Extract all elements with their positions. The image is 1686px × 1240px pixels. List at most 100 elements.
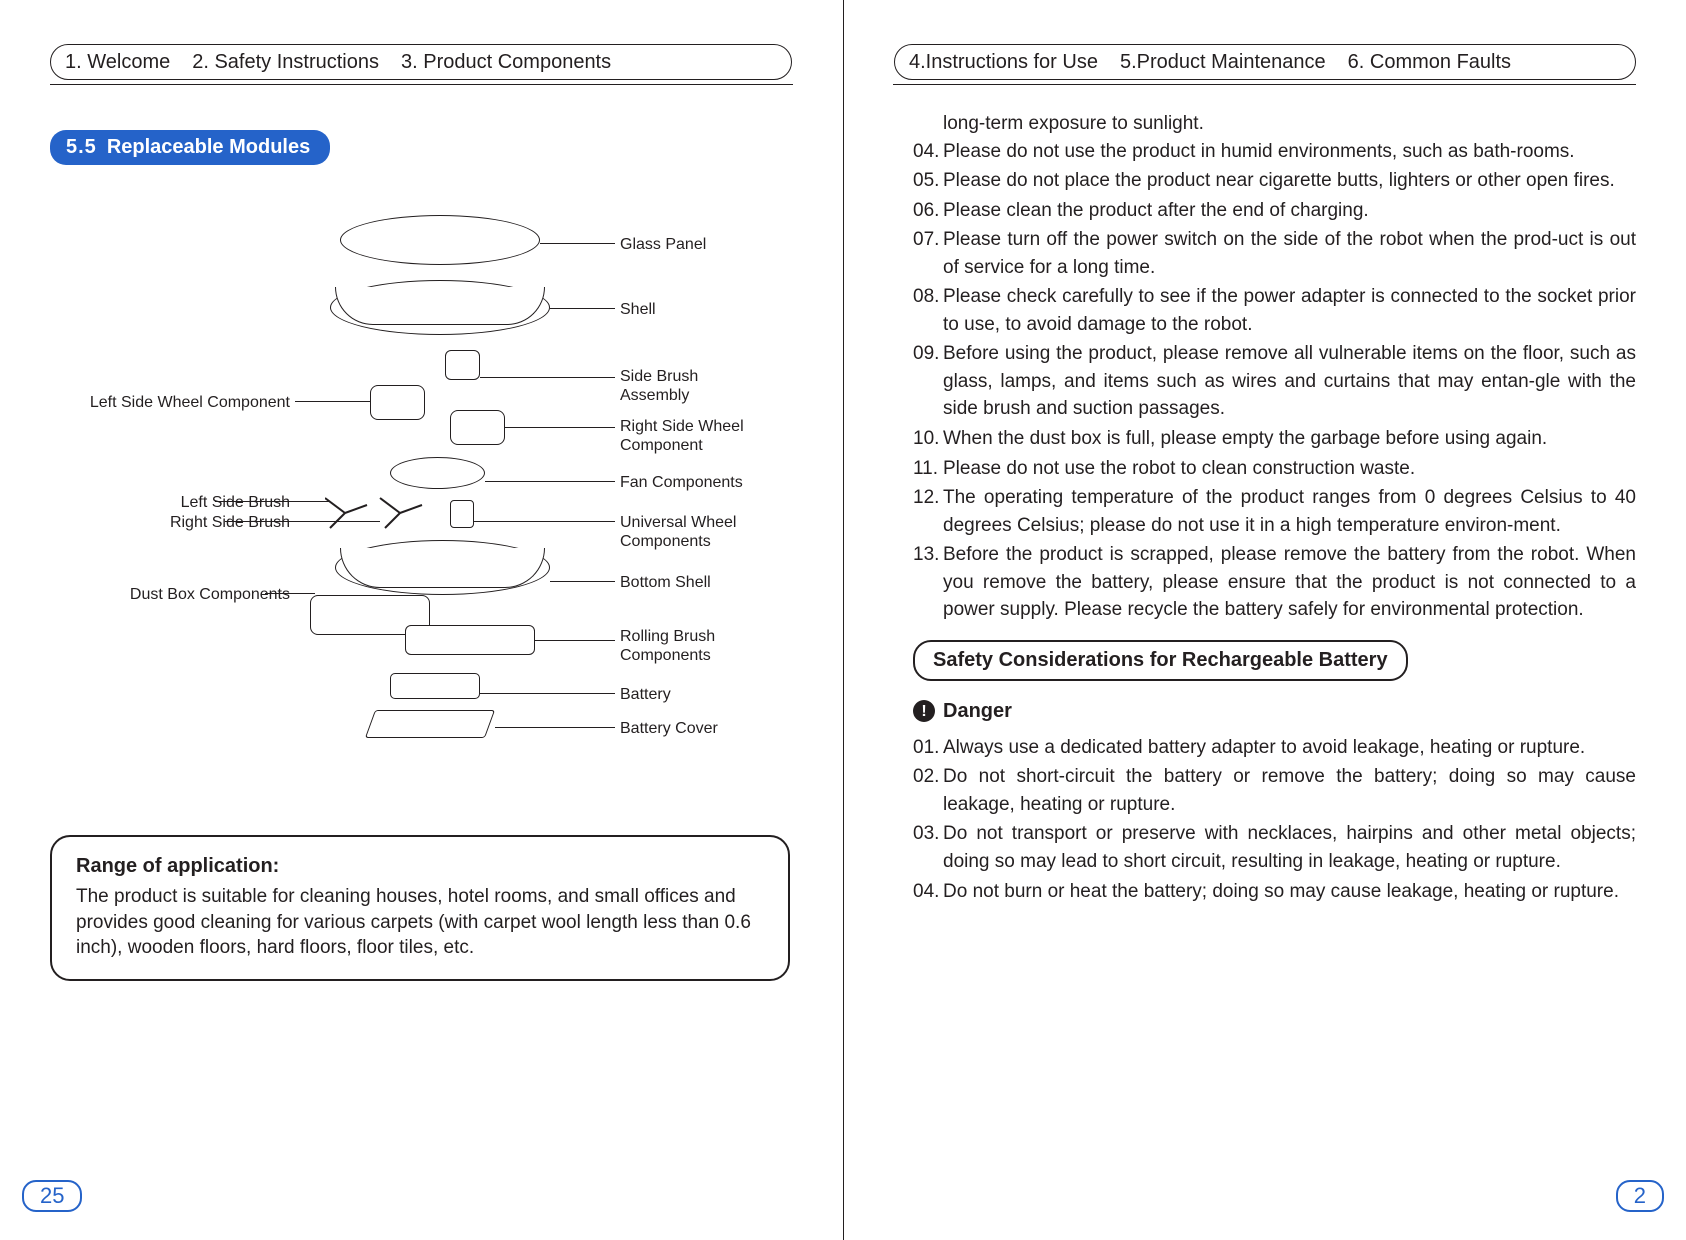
part-side-brushes <box>325 493 435 533</box>
list-item-body: Please do not use the robot to clean con… <box>943 455 1636 483</box>
danger-heading: ! Danger <box>913 697 1636 726</box>
list-item-number: 08. <box>913 283 943 338</box>
list-item-number: 05. <box>913 167 943 195</box>
leader <box>550 581 615 582</box>
list-item-body: Please turn off the power switch on the … <box>943 226 1636 281</box>
danger-label: Danger <box>943 697 1012 726</box>
label-right-side-brush: Right Side Brush <box>170 513 290 532</box>
list-item: 08.Please check carefully to see if the … <box>913 283 1636 338</box>
tab-maintenance: 5.Product Maintenance <box>1120 51 1326 74</box>
list-item-number: 03. <box>913 820 943 875</box>
list-item-body: Please check carefully to see if the pow… <box>943 283 1636 338</box>
list-item-body: The operating temperature of the product… <box>943 484 1636 539</box>
safety-text-block: long-term exposure to sunlight. 04.Pleas… <box>893 110 1636 905</box>
list-item: 03.Do not transport or preserve with nec… <box>913 820 1636 875</box>
safety-heading: Safety Considerations for Rechargeable B… <box>913 640 1408 681</box>
tab-pill-left: 1. Welcome 2. Safety Instructions 3. Pro… <box>50 44 792 80</box>
list-item: 11.Please do not use the robot to clean … <box>913 455 1636 483</box>
section-title: Replaceable Modules <box>107 136 310 159</box>
tab-pill-right: 4.Instructions for Use 5.Product Mainten… <box>894 44 1636 80</box>
part-bottom-shell-side <box>340 548 545 588</box>
list-item-body: Before using the product, please remove … <box>943 340 1636 423</box>
page-number-left: 25 <box>22 1180 82 1212</box>
list-item: 02.Do not short-circuit the battery or r… <box>913 763 1636 818</box>
list-item-body: Before the product is scrapped, please r… <box>943 541 1636 624</box>
tab-welcome: 1. Welcome <box>65 51 170 74</box>
list-item: 04.Please do not use the product in humi… <box>913 138 1636 166</box>
exploded-diagram: Glass Panel Shell Side Brush Assembly Ri… <box>50 195 790 815</box>
part-battery-cover <box>365 710 495 738</box>
label-right-wheel: Right Side Wheel Component <box>620 417 744 455</box>
label-left-wheel: Left Side Wheel Component <box>90 393 290 412</box>
numbered-list: 04.Please do not use the product in humi… <box>913 138 1636 624</box>
tab-components: 3. Product Components <box>401 51 611 74</box>
label-dust-box: Dust Box Components <box>130 585 290 604</box>
page-number-right: 2 <box>1616 1180 1664 1212</box>
part-side-brush-assembly <box>445 350 480 380</box>
part-glass-panel <box>340 215 540 265</box>
part-right-wheel <box>450 410 505 445</box>
leader <box>474 521 615 522</box>
list-item-number: 09. <box>913 340 943 423</box>
leader <box>495 727 615 728</box>
leader <box>505 427 615 428</box>
range-of-application: Range of application: The product is sui… <box>50 835 790 981</box>
part-universal-wheel <box>450 500 474 528</box>
range-title: Range of application: <box>76 855 764 878</box>
leader <box>480 693 615 694</box>
tabs-right: 4.Instructions for Use 5.Product Mainten… <box>893 30 1636 85</box>
list-item-number: 10. <box>913 425 943 453</box>
list-item-number: 12. <box>913 484 943 539</box>
list-item-body: Do not short-circuit the battery or remo… <box>943 763 1636 818</box>
part-fan <box>390 457 485 489</box>
danger-list: 01.Always use a dedicated battery adapte… <box>913 734 1636 905</box>
list-item-number: 02. <box>913 763 943 818</box>
leader <box>225 521 380 522</box>
label-rolling-brush: Rolling Brush Components <box>620 627 715 665</box>
tab-faults: 6. Common Faults <box>1348 51 1511 74</box>
list-item: 07.Please turn off the power switch on t… <box>913 226 1636 281</box>
leader <box>215 501 330 502</box>
label-bottom-shell: Bottom Shell <box>620 573 711 592</box>
range-body: The product is suitable for cleaning hou… <box>76 884 764 961</box>
list-item-number: 11. <box>913 455 943 483</box>
label-battery: Battery <box>620 685 671 704</box>
list-item-number: 04. <box>913 878 943 906</box>
list-item: 10.When the dust box is full, please emp… <box>913 425 1636 453</box>
list-item-number: 13. <box>913 541 943 624</box>
label-battery-cover: Battery Cover <box>620 719 718 738</box>
list-item-body: Always use a dedicated battery adapter t… <box>943 734 1636 762</box>
list-item: 09.Before using the product, please remo… <box>913 340 1636 423</box>
continuation-line: long-term exposure to sunlight. <box>913 110 1636 138</box>
tab-instructions: 4.Instructions for Use <box>909 51 1098 74</box>
part-left-wheel <box>370 385 425 420</box>
part-battery <box>390 673 480 699</box>
leader <box>535 640 615 641</box>
leader <box>295 401 370 402</box>
list-item: 12.The operating temperature of the prod… <box>913 484 1636 539</box>
list-item-number: 04. <box>913 138 943 166</box>
list-item: 13.Before the product is scrapped, pleas… <box>913 541 1636 624</box>
list-item-body: Please do not place the product near cig… <box>943 167 1636 195</box>
label-universal-wheel: Universal Wheel Components <box>620 513 736 551</box>
part-rolling-brush <box>405 625 535 655</box>
list-item-body: Please clean the product after the end o… <box>943 197 1636 225</box>
list-item: 04.Do not burn or heat the battery; doin… <box>913 878 1636 906</box>
list-item-number: 06. <box>913 197 943 225</box>
right-page: 4.Instructions for Use 5.Product Mainten… <box>843 0 1686 1240</box>
list-item: 05.Please do not place the product near … <box>913 167 1636 195</box>
list-item-body: Do not burn or heat the battery; doing s… <box>943 878 1636 906</box>
list-item-body: Please do not use the product in humid e… <box>943 138 1636 166</box>
list-item: 01.Always use a dedicated battery adapte… <box>913 734 1636 762</box>
leader <box>550 308 615 309</box>
leader <box>485 481 615 482</box>
list-item-body: Do not transport or preserve with neckla… <box>943 820 1636 875</box>
tabs-left: 1. Welcome 2. Safety Instructions 3. Pro… <box>50 30 793 85</box>
leader <box>480 377 615 378</box>
label-side-brush-assembly: Side Brush Assembly <box>620 367 698 405</box>
danger-icon: ! <box>913 700 935 722</box>
tab-safety: 2. Safety Instructions <box>192 51 379 74</box>
left-page: 1. Welcome 2. Safety Instructions 3. Pro… <box>0 0 843 1240</box>
section-number: 5.5 <box>66 136 97 159</box>
label-fan: Fan Components <box>620 473 743 492</box>
